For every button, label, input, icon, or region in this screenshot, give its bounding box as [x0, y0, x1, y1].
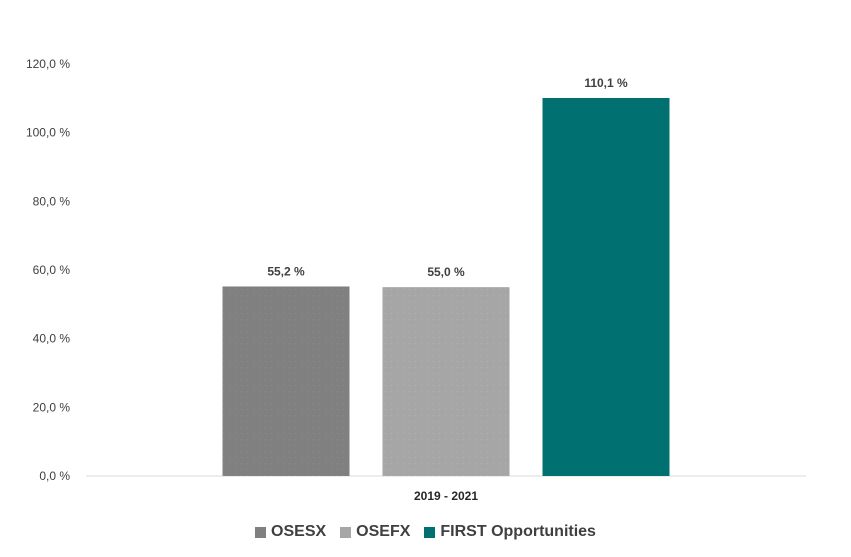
data-label: 110,1 % [584, 76, 628, 90]
legend-label: FIRST Opportunities [440, 523, 596, 540]
bar-first-opportunities [542, 97, 670, 477]
legend-label: OSEFX [356, 523, 411, 540]
y-tick-label: 20,0 % [33, 400, 71, 414]
bar-osefx [382, 287, 510, 476]
bar-osesx [222, 286, 350, 476]
chart-legend: OSESX OSEFX FIRST Opportunities [0, 520, 851, 544]
legend-item: FIRST Opportunities [424, 523, 596, 541]
x-category-label: 2019 - 2021 [414, 489, 478, 503]
y-tick-label: 80,0 % [33, 194, 71, 208]
y-tick-label: 40,0 % [33, 332, 71, 346]
y-tick-label: 60,0 % [33, 263, 71, 277]
data-label: 55,2 % [267, 264, 305, 278]
data-label: 55,0 % [427, 265, 465, 279]
y-tick-label: 100,0 % [26, 126, 70, 140]
legend-swatch [424, 526, 436, 538]
legend-swatch [340, 526, 352, 538]
legend-label: OSESX [271, 523, 327, 540]
legend-item: OSEFX [340, 523, 410, 541]
bar-chart: 0,0 % 20,0 % 40,0 % 60,0 % 80,0 % 100,0 % 120,… [26, 57, 806, 503]
y-tick-label: 0,0 % [39, 469, 70, 483]
legend-item: OSESX [255, 523, 326, 541]
y-tick-label: 120,0 % [26, 57, 70, 71]
legend-swatch [255, 526, 267, 538]
